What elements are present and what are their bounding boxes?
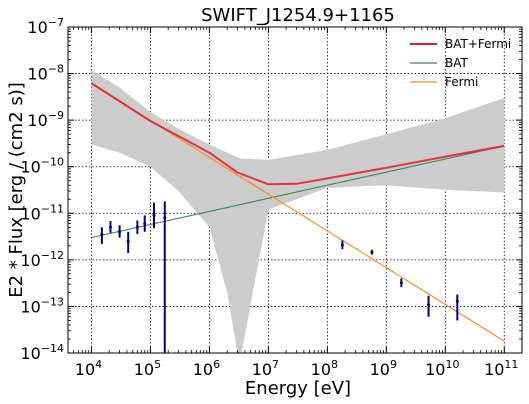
x-tick-label-base: 10 (193, 360, 213, 379)
legend: BAT+Fermi BAT Fermi (410, 37, 511, 89)
x-tick-label-base: 10 (425, 360, 445, 379)
data-point-marker (108, 225, 112, 229)
data-point-marker (100, 233, 104, 237)
x-tick-label: 104 (75, 358, 102, 379)
y-tick-label: 10−10 (20, 156, 64, 177)
y-tick-label-base: 10 (27, 65, 47, 84)
y-tick-label: 10−8 (27, 63, 64, 84)
data-point-marker (135, 225, 139, 229)
data-point-marker (143, 222, 147, 226)
y-tick-label-exponent: −14 (41, 342, 64, 355)
y-tick-label: 10−11 (20, 202, 64, 223)
x-tick-label: 108 (311, 358, 338, 379)
data-point-marker (163, 216, 167, 220)
y-tick-label-base: 10 (20, 158, 40, 177)
series-line-bat-fermi (90, 82, 505, 186)
data-point (399, 278, 403, 288)
data-point-marker (118, 230, 122, 234)
data-point-marker (427, 303, 431, 307)
data-point-marker (455, 299, 459, 303)
x-tick-label-base: 10 (75, 360, 95, 379)
data-point (455, 294, 459, 321)
x-tick-label: 105 (134, 358, 161, 379)
y-tick-label: 10−14 (20, 342, 64, 363)
x-tick-label-exponent: 4 (95, 358, 102, 371)
confidence-band-layer (91, 69, 505, 353)
y-tick-label-base: 10 (20, 344, 40, 363)
legend-label-2: Fermi (445, 75, 478, 89)
legend-label-0: BAT+Fermi (445, 37, 511, 51)
data-point (100, 227, 104, 244)
model-lines-layer (90, 82, 505, 342)
chart-title: SWIFT_J1254.9+1165 (201, 5, 395, 26)
data-point (135, 220, 139, 234)
y-tick-label-exponent: −9 (48, 109, 64, 122)
data-point-marker (126, 239, 130, 243)
x-tick-label-base: 10 (311, 360, 331, 379)
data-point-marker (152, 213, 156, 217)
y-tick-label-exponent: −8 (48, 63, 64, 76)
data-point (163, 201, 167, 353)
y-tick-label-exponent: −13 (41, 295, 64, 308)
data-point (118, 225, 122, 238)
y-tick-label-exponent: −12 (41, 249, 64, 262)
data-point (143, 215, 147, 232)
x-tick-label-exponent: 7 (272, 358, 279, 371)
x-tick-label: 106 (193, 358, 220, 379)
x-tick-label-base: 10 (484, 360, 504, 379)
y-axis-label: E2 * Flux [erg / (cm2 s)] (6, 82, 27, 298)
x-tick-label: 1010 (425, 358, 459, 379)
x-tick-label: 1011 (484, 358, 518, 379)
data-point (126, 231, 130, 254)
y-tick-label: 10−12 (20, 249, 64, 270)
x-tick-label-exponent: 11 (504, 358, 518, 371)
x-tick-label-base: 10 (134, 360, 154, 379)
data-point-marker (340, 243, 344, 247)
data-point (340, 240, 344, 250)
data-point (427, 295, 431, 317)
x-tick-label-base: 10 (252, 360, 272, 379)
y-tick-label-exponent: −7 (48, 16, 64, 29)
y-tick-label-exponent: −11 (41, 202, 64, 215)
data-point-marker (370, 250, 374, 254)
data-point (108, 221, 112, 233)
data-point (152, 202, 156, 229)
data-points-layer (100, 201, 459, 353)
y-tick-label-base: 10 (27, 111, 47, 130)
data-point (370, 249, 374, 255)
y-tick-label-base: 10 (27, 18, 47, 37)
y-tick-label-exponent: −10 (41, 156, 64, 169)
x-tick-label: 107 (252, 358, 279, 379)
plot-frame (67, 26, 523, 354)
y-tick-label-base: 10 (20, 297, 40, 316)
x-tick-label-base: 10 (370, 360, 390, 379)
x-tick-label-exponent: 6 (213, 358, 220, 371)
x-tick-label: 109 (370, 358, 397, 379)
x-tick-labels: 104 105 106 107 108 109 1010 1011 (75, 358, 519, 379)
y-tick-label-base: 10 (20, 251, 40, 270)
x-tick-label-exponent: 10 (445, 358, 459, 371)
y-tick-label-base: 10 (20, 204, 40, 223)
y-tick-label: 10−7 (27, 16, 64, 37)
y-tick-label: 10−13 (20, 295, 64, 316)
x-tick-label-exponent: 9 (390, 358, 397, 371)
x-tick-label-exponent: 5 (154, 358, 161, 371)
data-point-marker (399, 281, 403, 285)
legend-label-1: BAT (445, 56, 469, 70)
y-tick-label: 10−9 (27, 109, 64, 130)
confidence-band (91, 69, 505, 353)
series-line-bat (91, 145, 505, 239)
x-axis-label: Energy [eV] (245, 378, 351, 399)
ticks (67, 26, 523, 354)
x-tick-label-exponent: 8 (331, 358, 338, 371)
